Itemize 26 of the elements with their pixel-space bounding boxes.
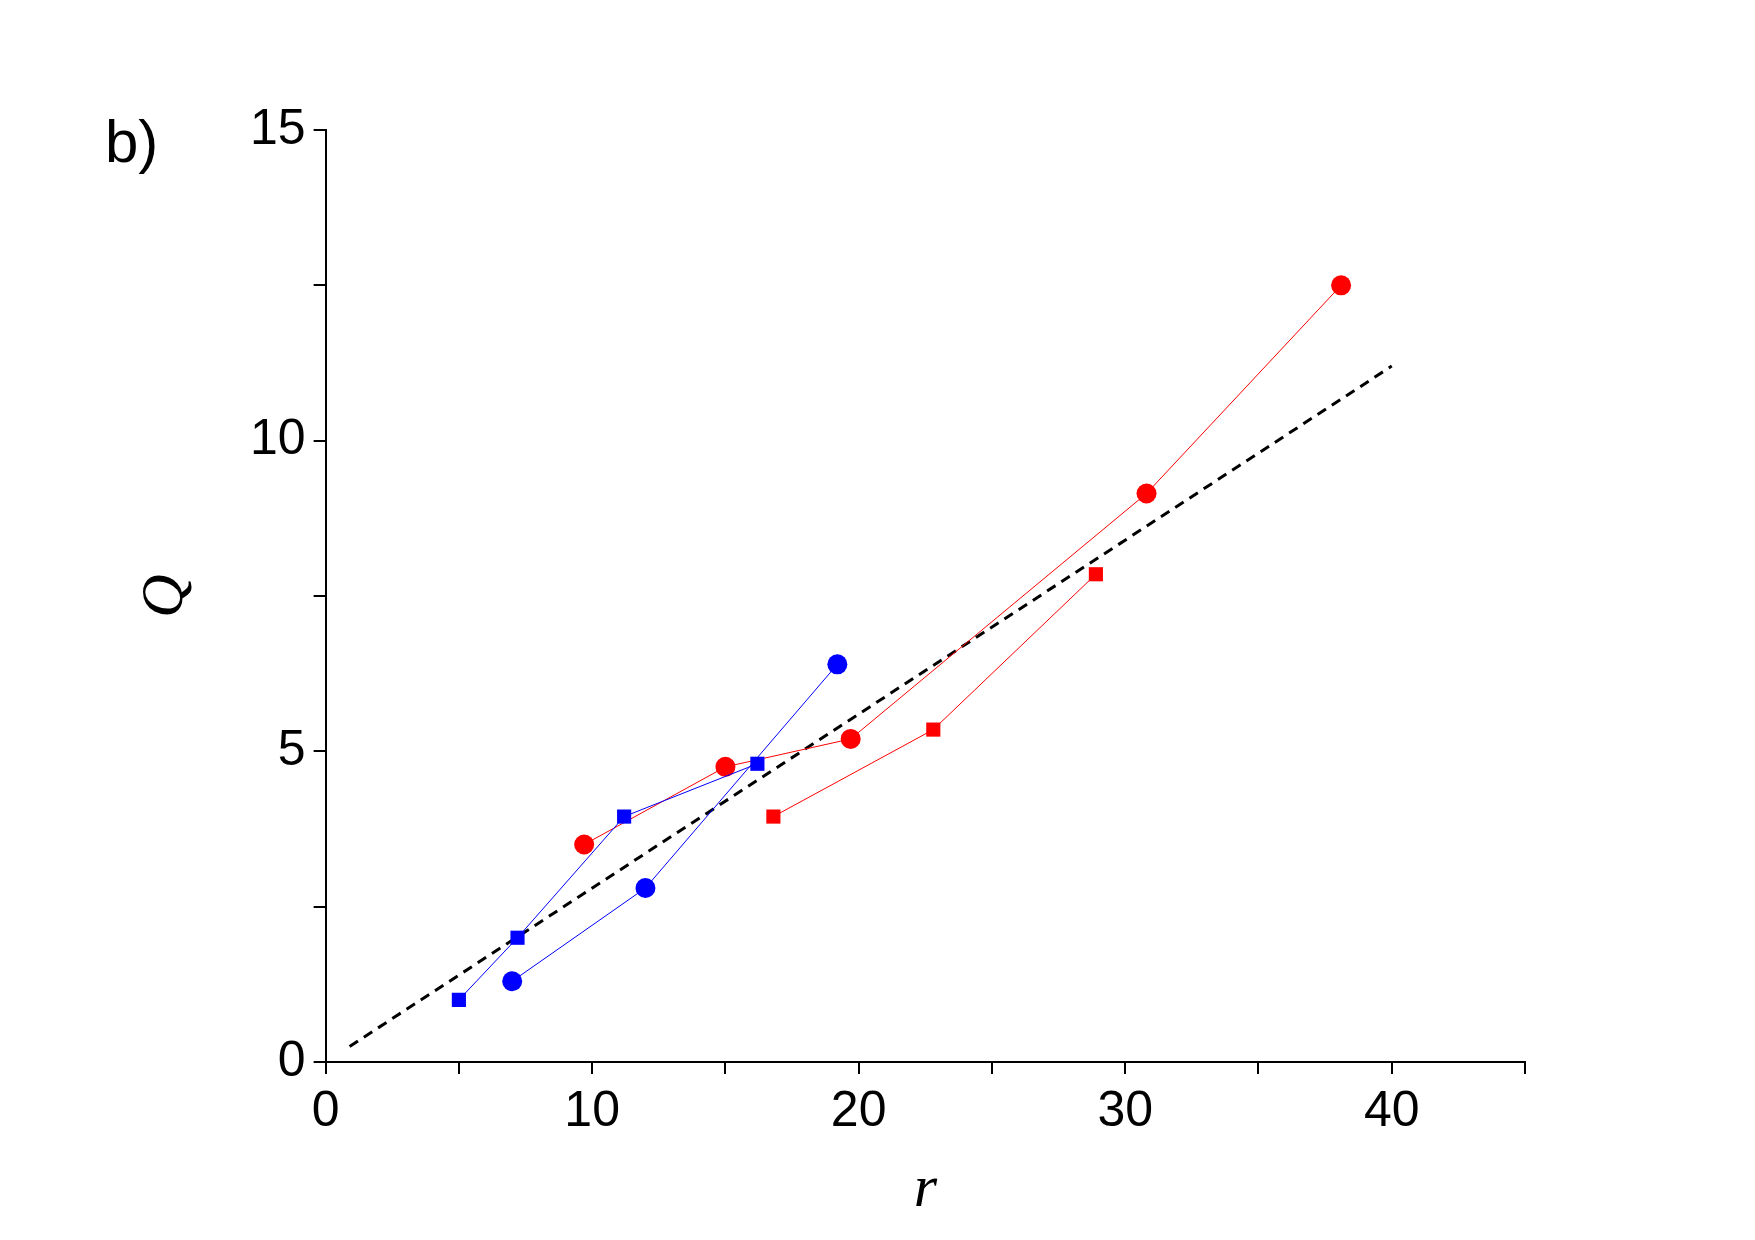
y-tick-label: 15 — [249, 98, 306, 155]
point — [451, 992, 466, 1007]
x-tick-label: 30 — [1097, 1080, 1154, 1137]
point — [510, 930, 525, 945]
x-axis-title: r — [913, 1152, 938, 1219]
point — [1088, 567, 1103, 582]
point — [827, 654, 848, 675]
point — [1136, 483, 1157, 504]
y-tick-label: 5 — [277, 720, 306, 777]
point — [574, 834, 595, 855]
point — [1331, 275, 1352, 296]
y-axis-title: Q — [128, 574, 195, 618]
point — [750, 756, 765, 771]
point — [840, 728, 861, 749]
point — [926, 722, 941, 737]
x-tick-label: 10 — [564, 1080, 620, 1137]
point — [502, 971, 523, 992]
text: b) — [105, 108, 159, 175]
x-tick-label: 20 — [830, 1080, 887, 1137]
y-tick-label: 10 — [249, 409, 306, 466]
point — [715, 756, 736, 777]
y-tick-label: 0 — [277, 1030, 306, 1087]
point — [766, 809, 781, 824]
point — [635, 878, 656, 899]
x-tick-label: 40 — [1363, 1080, 1420, 1137]
point — [617, 809, 632, 824]
